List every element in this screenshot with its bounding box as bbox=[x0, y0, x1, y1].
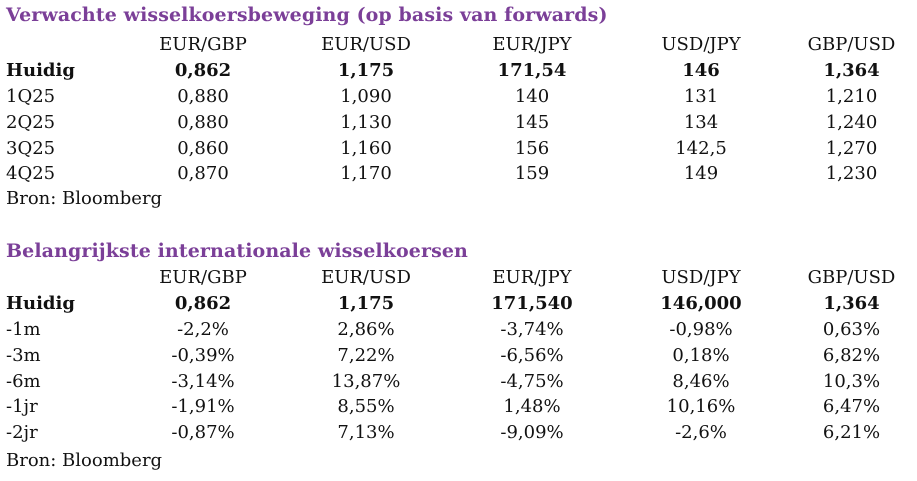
cell: 6,47% bbox=[822, 396, 881, 418]
cell: 171,540 bbox=[491, 293, 573, 315]
cell: -4,75% bbox=[500, 370, 564, 392]
cell: 13,87% bbox=[331, 370, 401, 392]
cell: 1,230 bbox=[825, 163, 878, 185]
cell: 0,63% bbox=[822, 318, 881, 340]
cell: 149 bbox=[683, 163, 719, 185]
cell: 1,175 bbox=[337, 293, 395, 315]
cell: 0,860 bbox=[177, 137, 229, 159]
cell: -0,87% bbox=[171, 422, 235, 444]
forwards-header-usd-jpy: USD/JPY bbox=[661, 34, 741, 56]
cell: -0,98% bbox=[669, 318, 733, 340]
cell: 140 bbox=[514, 85, 550, 107]
cell: 0,880 bbox=[177, 85, 229, 107]
cell: 6,82% bbox=[822, 344, 881, 366]
forwards-header-eur-usd: EUR/USD bbox=[321, 34, 411, 56]
cell: 7,13% bbox=[337, 422, 395, 444]
cell: 2,86% bbox=[337, 318, 395, 340]
forwards-header-gbp-usd: GBP/USD bbox=[807, 34, 896, 56]
cell: 1,170 bbox=[340, 163, 392, 185]
row-label: -1m bbox=[6, 318, 41, 340]
cell: 8,46% bbox=[672, 370, 730, 392]
cell: 0,862 bbox=[174, 293, 232, 315]
cell: 0,870 bbox=[177, 163, 229, 185]
cell: -3,14% bbox=[171, 370, 235, 392]
forwards-header-eur-jpy: EUR/JPY bbox=[492, 34, 572, 56]
cell: 134 bbox=[683, 111, 719, 133]
cell: -0,39% bbox=[171, 344, 235, 366]
forwards-header-empty bbox=[0, 32, 122, 58]
cell: 1,364 bbox=[823, 293, 880, 315]
cell: 10,3% bbox=[822, 370, 881, 392]
cell: 142,5 bbox=[675, 137, 727, 159]
cell: 1,364 bbox=[823, 60, 880, 82]
cell: 1,130 bbox=[340, 111, 392, 133]
row-label: 4Q25 bbox=[6, 163, 56, 185]
rates-row-1m: -1m -2,2% 2,86% -3,74% -0,98% 0,63% bbox=[0, 317, 917, 343]
forwards-row-1q25: 1Q25 0,880 1,090 140 131 1,210 bbox=[0, 84, 917, 110]
cell: 1,240 bbox=[825, 111, 878, 133]
row-label: -1jr bbox=[6, 396, 38, 418]
rates-row-1jr: -1jr -1,91% 8,55% 1,48% 10,16% 6,47% bbox=[0, 394, 917, 420]
cell: 0,862 bbox=[174, 60, 232, 82]
forwards-row-3q25: 3Q25 0,860 1,160 156 142,5 1,270 bbox=[0, 135, 917, 161]
rates-row-6m: -6m -3,14% 13,87% -4,75% 8,46% 10,3% bbox=[0, 368, 917, 394]
row-label: -6m bbox=[6, 370, 41, 392]
row-label: Huidig bbox=[6, 60, 75, 82]
forwards-table: EUR/GBP EUR/USD EUR/JPY USD/JPY GBP/USD … bbox=[0, 32, 917, 187]
forwards-header-row: EUR/GBP EUR/USD EUR/JPY USD/JPY GBP/USD bbox=[0, 32, 917, 58]
rates-header-eur-jpy: EUR/JPY bbox=[492, 267, 572, 289]
rates-row-2jr: -2jr -0,87% 7,13% -9,09% -2,6% 6,21% bbox=[0, 420, 917, 446]
cell: 146,000 bbox=[660, 293, 742, 315]
row-label: 1Q25 bbox=[6, 85, 56, 107]
cell: 1,160 bbox=[340, 137, 392, 159]
rates-header-row: EUR/GBP EUR/USD EUR/JPY USD/JPY GBP/USD bbox=[0, 265, 917, 291]
rates-table: EUR/GBP EUR/USD EUR/JPY USD/JPY GBP/USD … bbox=[0, 265, 917, 446]
rates-header-eur-usd: EUR/USD bbox=[321, 267, 411, 289]
forwards-row-2q25: 2Q25 0,880 1,130 145 134 1,240 bbox=[0, 109, 917, 135]
forwards-title: Verwachte wisselkoersbeweging (op basis … bbox=[6, 4, 608, 26]
cell: -3,74% bbox=[500, 318, 564, 340]
cell: 1,175 bbox=[337, 60, 395, 82]
cell: 0,880 bbox=[177, 111, 229, 133]
cell: 145 bbox=[514, 111, 550, 133]
row-label: -3m bbox=[6, 344, 41, 366]
cell: 156 bbox=[514, 137, 550, 159]
rates-title: Belangrijkste internationale wisselkoers… bbox=[6, 240, 468, 262]
rates-row-huidig: Huidig 0,862 1,175 171,540 146,000 1,364 bbox=[0, 291, 917, 317]
cell: -2,2% bbox=[177, 318, 229, 340]
cell: 8,55% bbox=[337, 396, 395, 418]
rates-header-gbp-usd: GBP/USD bbox=[807, 267, 896, 289]
row-label: 3Q25 bbox=[6, 137, 56, 159]
row-label: -2jr bbox=[6, 422, 38, 444]
cell: 7,22% bbox=[337, 344, 395, 366]
cell: 1,210 bbox=[825, 85, 878, 107]
rates-row-3m: -3m -0,39% 7,22% -6,56% 0,18% 6,82% bbox=[0, 342, 917, 368]
cell: 1,270 bbox=[825, 137, 878, 159]
cell: -2,6% bbox=[675, 422, 727, 444]
forwards-row-huidig: Huidig 0,862 1,175 171,54 146 1,364 bbox=[0, 58, 917, 84]
rates-header-empty bbox=[0, 265, 122, 291]
row-label: Huidig bbox=[6, 293, 75, 315]
forwards-source: Bron: Bloomberg bbox=[6, 188, 163, 209]
cell: 159 bbox=[514, 163, 550, 185]
cell: -9,09% bbox=[500, 422, 564, 444]
cell: 1,48% bbox=[503, 396, 561, 418]
cell: -6,56% bbox=[500, 344, 564, 366]
row-label: 2Q25 bbox=[6, 111, 56, 133]
cell: 171,54 bbox=[497, 60, 567, 82]
cell: 1,090 bbox=[340, 85, 392, 107]
forwards-header-eur-gbp: EUR/GBP bbox=[159, 34, 247, 56]
rates-header-usd-jpy: USD/JPY bbox=[661, 267, 741, 289]
cell: 146 bbox=[682, 60, 720, 82]
rates-header-eur-gbp: EUR/GBP bbox=[159, 267, 247, 289]
cell: 0,18% bbox=[672, 344, 730, 366]
cell: 10,16% bbox=[666, 396, 736, 418]
cell: 131 bbox=[683, 85, 719, 107]
cell: -1,91% bbox=[171, 396, 235, 418]
cell: 6,21% bbox=[822, 422, 881, 444]
forwards-row-4q25: 4Q25 0,870 1,170 159 149 1,230 bbox=[0, 161, 917, 187]
rates-source: Bron: Bloomberg bbox=[6, 450, 163, 471]
